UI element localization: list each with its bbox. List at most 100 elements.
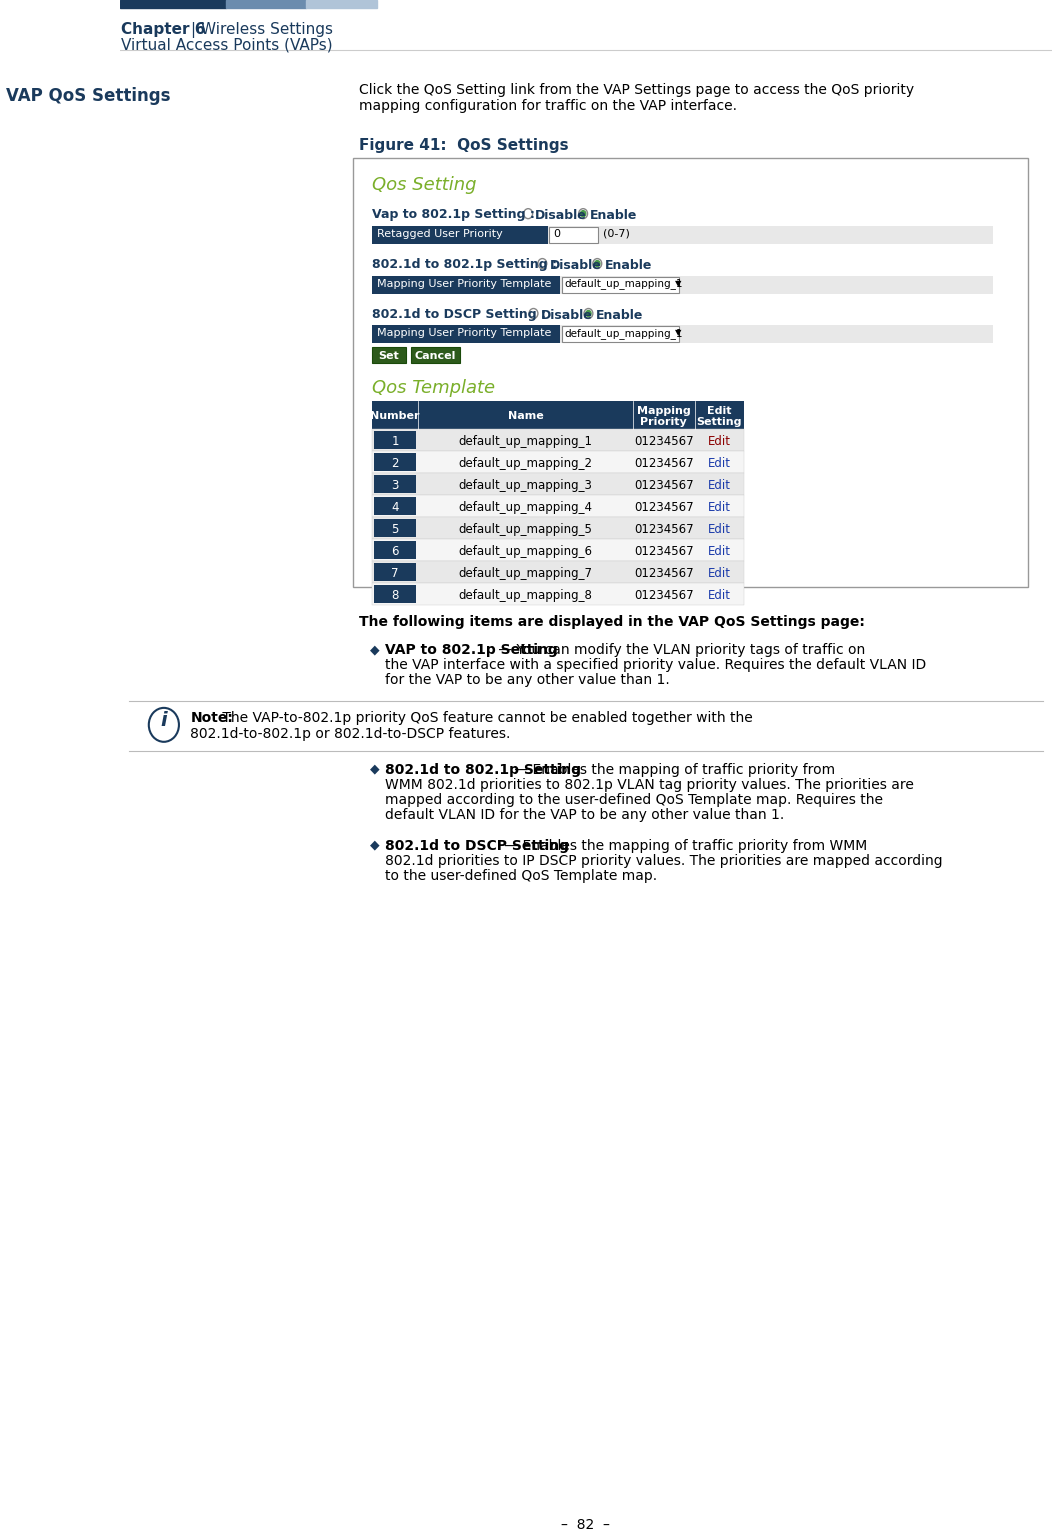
Bar [372,276,993,293]
Text: 3: 3 [391,479,399,491]
Circle shape [584,309,593,318]
Text: Retagged User Priority: Retagged User Priority [377,229,503,238]
Bar [306,0,377,8]
Text: Disable: Disable [535,209,587,221]
Text: Edit: Edit [708,588,731,602]
Text: Enable: Enable [595,309,643,321]
Text: Enable: Enable [590,209,638,221]
Text: ◆: ◆ [369,643,379,655]
Text: Mapping User Priority Template: Mapping User Priority Template [377,328,551,339]
Circle shape [148,708,179,741]
Text: Virtual Access Points (VAPs): Virtual Access Points (VAPs) [121,38,332,52]
Text: 01234567: 01234567 [634,479,693,491]
Text: 01234567: 01234567 [634,500,693,514]
Bar [562,276,679,293]
Text: 01234567: 01234567 [634,434,693,448]
Text: Edit: Edit [708,566,731,580]
Text: Number: Number [370,411,420,421]
Text: the VAP interface with a specified priority value. Requires the default VLAN ID: the VAP interface with a specified prior… [385,659,927,672]
Bar [373,476,417,493]
Text: 802.1d to 802.1p Setting :: 802.1d to 802.1p Setting : [372,258,558,270]
Text: ▼: ▼ [675,278,682,287]
Text: ◆: ◆ [369,763,379,775]
Bar [372,325,993,344]
Text: default_up_mapping_1: default_up_mapping_1 [565,278,683,290]
Text: 802.1d to DSCP Setting: 802.1d to DSCP Setting [385,838,569,852]
Text: The following items are displayed in the VAP QoS Settings page:: The following items are displayed in the… [359,616,865,629]
Bar [372,430,744,451]
Text: Qos Template: Qos Template [372,379,495,398]
Bar [372,325,560,344]
Text: Figure 41:  QoS Settings: Figure 41: QoS Settings [359,138,568,154]
Text: Wireless Settings: Wireless Settings [201,21,333,37]
Bar [372,473,744,496]
Text: |: | [190,21,196,38]
Bar [562,327,679,342]
Circle shape [586,310,591,316]
Text: 802.1d priorities to IP DSCP priority values. The priorities are mapped accordin: 802.1d priorities to IP DSCP priority va… [385,853,943,867]
Text: default VLAN ID for the VAP to be any other value than 1.: default VLAN ID for the VAP to be any ot… [385,807,785,821]
Bar [372,276,560,293]
Text: 5: 5 [391,522,399,536]
Text: Vap to 802.1p Setting :: Vap to 802.1p Setting : [372,207,535,221]
Text: Edit: Edit [708,545,731,557]
Text: to the user-defined QoS Template map.: to the user-defined QoS Template map. [385,869,658,883]
Text: VAP QoS Settings: VAP QoS Settings [6,87,171,104]
Text: default_up_mapping_4: default_up_mapping_4 [459,500,592,514]
Text: Click the QoS Setting link from the VAP Settings page to access the QoS priority: Click the QoS Setting link from the VAP … [359,83,914,97]
Text: Cancel: Cancel [414,352,456,361]
Bar [352,158,1028,586]
Bar [549,227,599,243]
Text: default_up_mapping_3: default_up_mapping_3 [459,479,592,491]
Bar [373,497,417,516]
Bar [372,496,744,517]
Bar [373,542,417,559]
Text: 0: 0 [553,229,560,238]
Circle shape [538,258,547,269]
Bar [373,453,417,471]
Text: The VAP-to-802.1p priority QoS feature cannot be enabled together with the: The VAP-to-802.1p priority QoS feature c… [218,711,752,725]
Text: Edit: Edit [708,522,731,536]
Text: 802.1d-to-802.1p or 802.1d-to-DSCP features.: 802.1d-to-802.1p or 802.1d-to-DSCP featu… [190,728,511,741]
Text: 802.1d to 802.1p Setting: 802.1d to 802.1p Setting [385,763,582,777]
Bar [372,451,744,473]
Text: 6: 6 [391,545,399,557]
Text: WMM 802.1d priorities to 802.1p VLAN tag priority values. The priorities are: WMM 802.1d priorities to 802.1p VLAN tag… [385,778,914,792]
Text: Edit: Edit [708,500,731,514]
Circle shape [581,210,586,216]
Text: Chapter 6: Chapter 6 [121,21,206,37]
Text: 4: 4 [391,500,399,514]
Text: default_up_mapping_6: default_up_mapping_6 [459,545,592,557]
Text: 1: 1 [391,434,399,448]
Text: –  82  –: – 82 – [562,1518,610,1532]
Bar [372,401,744,430]
Text: 01234567: 01234567 [634,566,693,580]
Text: mapped according to the user-defined QoS Template map. Requires the: mapped according to the user-defined QoS… [385,792,884,807]
Bar [120,0,226,8]
Text: default_up_mapping_5: default_up_mapping_5 [459,522,592,536]
Text: — You can modify the VLAN priority tags of traffic on: — You can modify the VLAN priority tags … [494,643,866,657]
Text: default_up_mapping_1: default_up_mapping_1 [459,434,592,448]
Bar [373,431,417,450]
Text: default_up_mapping_7: default_up_mapping_7 [459,566,592,580]
Text: i: i [161,711,167,731]
Circle shape [529,309,538,318]
Text: for the VAP to be any other value than 1.: for the VAP to be any other value than 1… [385,672,670,688]
Text: default_up_mapping_8: default_up_mapping_8 [459,588,592,602]
Text: 8: 8 [391,588,399,602]
Circle shape [524,209,532,218]
Bar [411,347,460,364]
Text: 01234567: 01234567 [634,588,693,602]
Text: 01234567: 01234567 [634,457,693,470]
Circle shape [579,209,588,218]
Bar [372,347,406,364]
Bar [372,226,548,244]
Circle shape [594,261,600,267]
Text: Disable: Disable [549,258,601,272]
Bar [372,583,744,605]
Text: Name: Name [508,411,544,421]
Text: Edit
Setting: Edit Setting [696,405,742,427]
Text: 01234567: 01234567 [634,545,693,557]
Text: ▼: ▼ [675,328,682,338]
Text: (0-7): (0-7) [603,229,629,238]
